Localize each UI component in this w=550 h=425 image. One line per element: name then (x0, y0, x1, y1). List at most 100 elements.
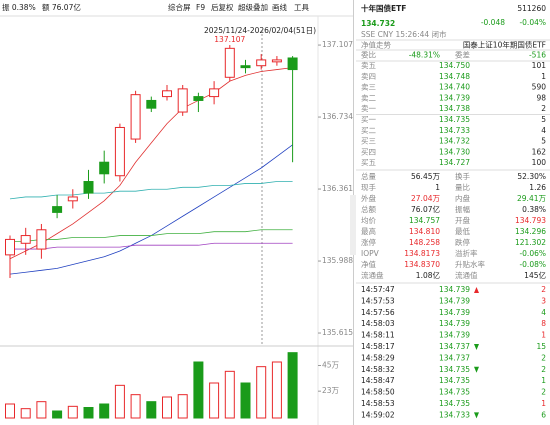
candle-body (52, 206, 63, 213)
book-level: 买四 (361, 147, 376, 156)
trade-volume: 2 (541, 285, 546, 294)
stat-label: 跌停 (455, 237, 470, 247)
tab[interactable]: 净值走势 (361, 40, 391, 50)
change-pct: -0.04% (519, 18, 546, 27)
candle-body (99, 161, 110, 175)
book-level: 卖一 (361, 104, 376, 113)
y-tick-label: 45万 (322, 361, 340, 370)
candle-body (177, 88, 188, 113)
trade-time: 14:58:29 (361, 353, 395, 362)
stat-label: 最高 (361, 226, 376, 236)
toolbar-button[interactable]: 画线 (272, 2, 287, 12)
stat-label: 外盘 (361, 193, 376, 203)
volume-bar (146, 401, 157, 419)
amount: 额 76.07亿 (42, 2, 81, 12)
trade-price: 134.737 (439, 353, 470, 362)
candle-body (224, 47, 235, 78)
order-ratio-value: -516 (529, 51, 546, 60)
stat-label: 开盘 (455, 215, 470, 225)
trade-time: 14:58:32 (361, 365, 395, 374)
stat-value: 56.45万 (411, 172, 440, 181)
toolbar-button[interactable]: F9 (196, 3, 205, 12)
volume-bar (193, 361, 204, 419)
candle-body (130, 94, 141, 140)
toolbar-button[interactable]: 综合屏 (168, 2, 191, 12)
trade-price: 134.739 (439, 319, 470, 328)
stat-label: 涨停 (361, 237, 376, 247)
order-ratio-value: -48.31% (409, 51, 440, 60)
stat-value: 27.04万 (411, 194, 440, 203)
book-volume: 98 (536, 93, 546, 102)
volume-bar (162, 396, 172, 419)
book-volume: 5 (541, 137, 546, 146)
stat-value: 134.8173 (404, 249, 440, 258)
stat-label: 流通盘 (361, 270, 384, 280)
y-tick-label: 137.107 (322, 40, 353, 49)
trade-time: 14:58:50 (361, 388, 395, 397)
stat-label: 总量 (361, 171, 376, 181)
book-level: 卖五 (361, 61, 376, 70)
trade-price: 134.733 (439, 410, 470, 419)
volume-bar (256, 366, 267, 419)
date-range: 2025/11/24-2026/02/04(51日) (204, 26, 316, 35)
toolbar-button[interactable]: 工具 (294, 3, 309, 12)
y-tick-label: 135.988 (322, 256, 353, 265)
trade-volume: 8 (541, 319, 546, 328)
book-volume: 162 (532, 147, 547, 156)
ma-line (9, 67, 293, 260)
stat-label: 量比 (455, 182, 470, 192)
stat-value: 52.30% (517, 172, 546, 181)
book-volume: 101 (532, 61, 547, 70)
trade-volume: 4 (541, 308, 546, 317)
volume-bar (83, 407, 94, 419)
book-level: 买五 (361, 158, 376, 167)
stat-value: 134.757 (409, 216, 440, 225)
volume-bar (67, 405, 78, 419)
stat-label: 溢折率 (455, 248, 478, 258)
toolbar-button[interactable]: 后复权 (211, 2, 234, 12)
ma-line (10, 229, 293, 242)
book-volume: 4 (541, 126, 546, 135)
trade-time: 14:58:53 (361, 399, 395, 408)
tab[interactable]: 国泰上证10年期国债ETF (463, 40, 546, 50)
stat-value: 134.793 (515, 216, 546, 225)
candle-body (271, 59, 282, 63)
trade-price: 134.739 (439, 308, 470, 317)
trade-price: 134.735 (439, 376, 470, 385)
trade-volume: 1 (541, 399, 546, 408)
trade-price: 134.735 (439, 365, 470, 374)
book-volume: 100 (532, 158, 547, 167)
book-price: 134.727 (439, 158, 470, 167)
trade-volume: 2 (541, 388, 546, 397)
trade-time: 14:58:03 (361, 319, 395, 328)
book-volume: 2 (541, 104, 546, 113)
stat-value: 1 (435, 183, 440, 192)
collapse-handle[interactable] (350, 195, 356, 255)
stat-value: 1.08亿 (416, 270, 441, 280)
y-tick-label: 135.615 (322, 328, 353, 337)
trade-time: 14:57:47 (361, 285, 395, 294)
trade-volume: 15 (536, 342, 546, 351)
toolbar-button[interactable]: 超级叠加 (238, 2, 268, 12)
trade-arrow (474, 412, 479, 419)
stat-label: 流通值 (455, 270, 478, 280)
amplitude: 振 0.38% (2, 2, 36, 12)
candle-body (240, 65, 251, 69)
volume-bar (287, 352, 298, 419)
book-volume: 1 (541, 72, 546, 81)
stat-label: 现手 (361, 182, 376, 192)
trade-time: 14:58:47 (361, 376, 395, 385)
volume-bar (177, 394, 188, 419)
stat-label: 升贴水率 (455, 259, 485, 269)
book-volume: 5 (541, 115, 546, 124)
book-level: 卖四 (361, 72, 376, 81)
trade-price: 134.739 (439, 331, 470, 340)
candle-body (114, 126, 125, 177)
security-name: 十年国债ETF (361, 3, 406, 13)
book-price: 134.738 (439, 104, 470, 113)
stat-value: -0.06% (519, 249, 546, 258)
change: -0.048 (481, 18, 505, 27)
stat-label: 内盘 (455, 193, 470, 203)
last-price: 134.732 (361, 19, 395, 28)
